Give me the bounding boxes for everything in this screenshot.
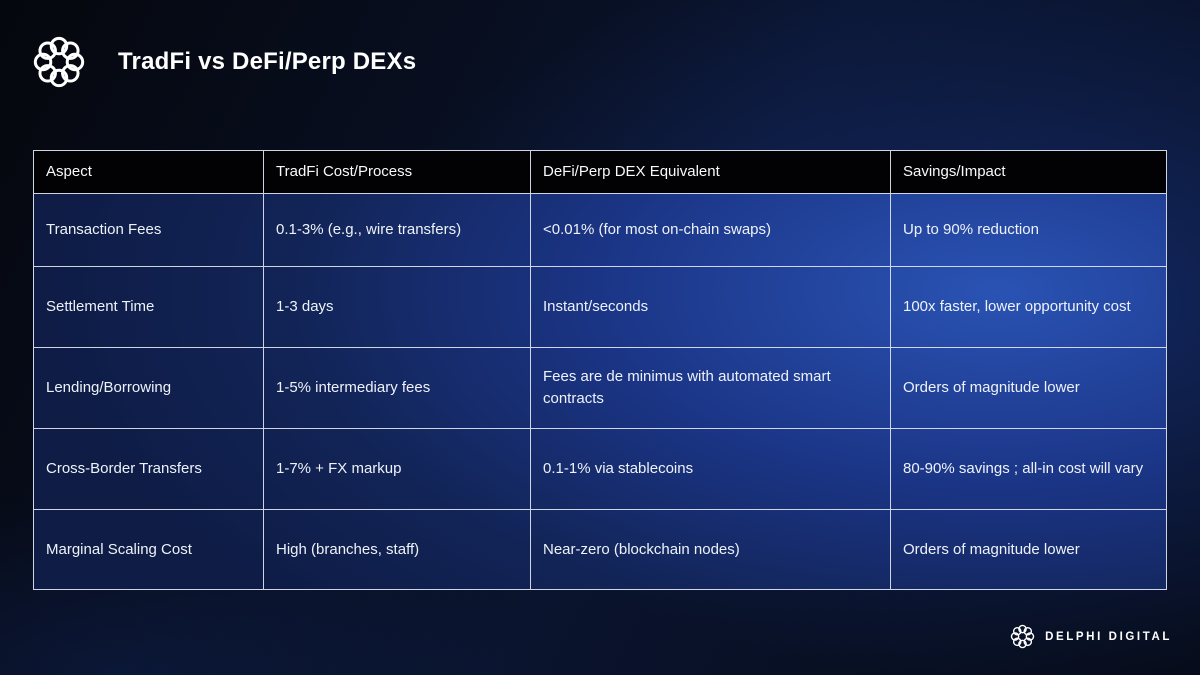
table-cell: Lending/Borrowing (46, 379, 172, 397)
delphi-logo-icon (30, 33, 88, 91)
comparison-table: Aspect TradFi Cost/Process DeFi/Perp DEX… (33, 150, 1167, 590)
table-cell: Orders of magnitude lower (890, 348, 1168, 428)
table-cell: 100x faster, lower opportunity cost (890, 267, 1168, 347)
table-cell: <0.01% (for most on-chain swaps) (530, 194, 890, 266)
table-row-transaction-fees: Transaction Fees 0.1-3% (e.g., wire tran… (34, 193, 1166, 266)
masthead: TradFi vs DeFi/Perp DEXs (30, 33, 416, 91)
delphi-logo-footer-icon (1009, 623, 1036, 650)
table-cell: 0.1-1% via stablecoins (530, 429, 890, 509)
column-header-defi: DeFi/Perp DEX Equivalent (530, 151, 890, 193)
footer-brand-text: DELPHI DIGITAL (1045, 630, 1172, 643)
table-cell: Cross-Border Transfers (46, 460, 202, 478)
table-cell: Fees are de minimus with automated smart… (530, 348, 890, 428)
table-header-row: Aspect TradFi Cost/Process DeFi/Perp DEX… (34, 151, 1166, 193)
table-cell: 1-7% + FX markup (263, 429, 530, 509)
column-header-tradfi: TradFi Cost/Process (263, 151, 530, 193)
table-row-marginal-scaling: Marginal Scaling Cost High (branches, st… (34, 509, 1166, 589)
table-cell: High (branches, staff) (263, 510, 530, 589)
table-cell: Transaction Fees (46, 221, 162, 239)
table-cell: 1-5% intermediary fees (263, 348, 530, 428)
page-title: TradFi vs DeFi/Perp DEXs (118, 48, 417, 75)
column-header-aspect: Aspect (46, 163, 92, 181)
table-cell: Near-zero (blockchain nodes) (530, 510, 890, 589)
table-cell: Settlement Time (46, 298, 155, 316)
table-cell: 1-3 days (263, 267, 530, 347)
column-header-savings: Savings/Impact (890, 151, 1168, 193)
table-row-settlement-time: Settlement Time 1-3 days Instant/seconds… (34, 266, 1166, 347)
table-row-cross-border: Cross-Border Transfers 1-7% + FX markup … (34, 428, 1166, 509)
table-cell: Marginal Scaling Cost (46, 540, 192, 558)
table-cell: Up to 90% reduction (890, 194, 1168, 266)
table-cell: Orders of magnitude lower (890, 510, 1168, 589)
table-cell: 0.1-3% (e.g., wire transfers) (263, 194, 530, 266)
footer-brand: DELPHI DIGITAL (1009, 623, 1172, 650)
table-cell: Instant/seconds (530, 267, 890, 347)
table-row-lending-borrowing: Lending/Borrowing 1-5% intermediary fees… (34, 347, 1166, 428)
table-cell: 80-90% savings ; all-in cost will vary (890, 429, 1168, 509)
